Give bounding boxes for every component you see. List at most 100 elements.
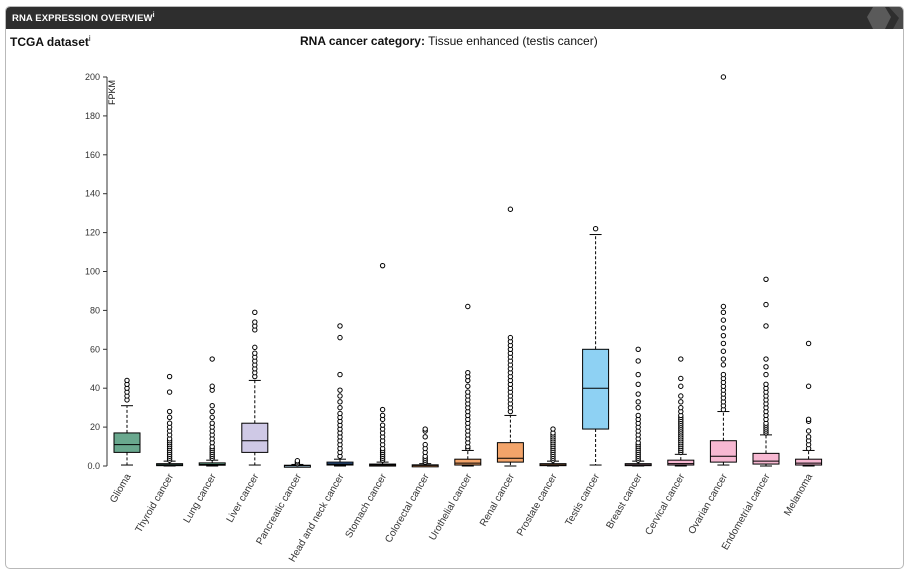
outlier-point (252, 350, 258, 356)
box-group[interactable] (752, 276, 780, 467)
outlier-point (635, 358, 641, 364)
outlier-point (678, 393, 684, 399)
y-axis-label: FPKM (107, 80, 117, 105)
dataset-info-icon[interactable]: i (88, 34, 91, 43)
outlier-point (166, 373, 173, 380)
rna-expression-panel: RNA EXPRESSION OVERVIEWi (5, 6, 904, 569)
outlier-point (209, 403, 215, 409)
box-group[interactable] (326, 323, 354, 467)
box-group[interactable] (411, 426, 439, 468)
outlier-point (763, 301, 769, 308)
y-tick-label: 80 (90, 305, 100, 315)
outlier-point (124, 377, 130, 384)
outlier-point (507, 334, 514, 341)
outlier-point (720, 309, 727, 316)
outlier-point (209, 408, 215, 415)
outlier-point (763, 364, 769, 370)
box (454, 458, 482, 466)
y-tick-label: 180 (85, 111, 100, 121)
outlier-point (379, 422, 386, 428)
outlier-point (805, 340, 812, 347)
box (582, 348, 610, 430)
category-value: Tissue enhanced (testis cancer) (428, 34, 598, 48)
y-tick-label: 120 (85, 228, 100, 238)
box-group[interactable] (369, 262, 397, 467)
outlier-point (678, 404, 684, 411)
box-group[interactable] (795, 340, 823, 467)
outlier-point (294, 458, 301, 464)
panel-info-icon[interactable]: i (152, 12, 155, 19)
outlier-point (209, 420, 215, 426)
outlier-point (422, 441, 428, 448)
outlier-point (635, 404, 641, 411)
outlier-point (166, 408, 173, 415)
outlier-point (465, 303, 471, 310)
y-tick-label: 200 (85, 72, 100, 82)
box-group[interactable] (667, 356, 695, 467)
box (667, 459, 695, 466)
outlier-point (337, 399, 343, 405)
outlier-point (337, 387, 343, 393)
outlier-point (635, 399, 641, 405)
cancer-category: RNA cancer category: Tissue enhanced (te… (300, 34, 598, 48)
outlier-point (209, 383, 215, 389)
outlier-point (805, 428, 812, 434)
outlier-point (635, 371, 641, 378)
box-group[interactable] (539, 426, 567, 467)
box-group[interactable] (283, 458, 311, 468)
outlier-point (337, 404, 343, 411)
outlier-point (337, 393, 343, 399)
box-group[interactable] (198, 356, 226, 467)
category-label: Glioma (108, 472, 134, 505)
outlier-point (422, 434, 428, 440)
dataset-label-text: TCGA dataset (10, 35, 89, 49)
outlier-point (720, 340, 727, 347)
category-label: Prostate cancer (515, 471, 560, 538)
outlier-point (379, 412, 386, 419)
outlier-point (550, 426, 556, 432)
box (795, 458, 823, 466)
outlier-point (166, 420, 173, 426)
outlier-point (763, 323, 769, 329)
category-label: Thyroid cancer (134, 471, 177, 534)
outlier-point (209, 356, 215, 362)
box-group[interactable] (156, 373, 184, 467)
outlier-point (678, 399, 684, 405)
category-label: Breast cancer (604, 471, 645, 531)
box (752, 452, 780, 465)
outlier-point (592, 226, 599, 232)
hexagon-decoration-icon (867, 7, 903, 29)
box-group[interactable] (113, 377, 141, 466)
outlier-point (422, 426, 428, 432)
box-group[interactable] (624, 346, 652, 467)
outlier-point (337, 371, 343, 378)
outlier-point (805, 434, 812, 440)
box (113, 432, 141, 453)
box-group[interactable] (582, 226, 610, 466)
box-group[interactable] (709, 74, 737, 466)
box-group[interactable] (496, 206, 524, 467)
box-group[interactable] (454, 303, 482, 467)
outlier-point (720, 74, 727, 80)
outlier-point (763, 381, 769, 388)
outlier-point (720, 371, 727, 378)
y-tick-label: 140 (85, 189, 100, 199)
outlier-point (166, 414, 173, 421)
outlier-point (805, 383, 812, 389)
box (709, 440, 737, 463)
outlier-point (720, 348, 727, 354)
outlier-point (720, 317, 727, 323)
y-tick-label: 60 (90, 344, 100, 354)
outlier-point (720, 303, 727, 310)
box-group[interactable] (241, 309, 269, 466)
category-label: Renal cancer (478, 471, 517, 528)
category-label: Colorectal cancer (383, 471, 432, 544)
outlier-point (507, 206, 514, 212)
panel-header: RNA EXPRESSION OVERVIEWi (6, 7, 903, 29)
outlier-point (720, 325, 727, 331)
box (241, 422, 269, 453)
outlier-point (465, 389, 471, 395)
category-label: Cervical cancer (643, 471, 687, 537)
outlier-point (635, 381, 641, 388)
outlier-point (209, 414, 215, 421)
